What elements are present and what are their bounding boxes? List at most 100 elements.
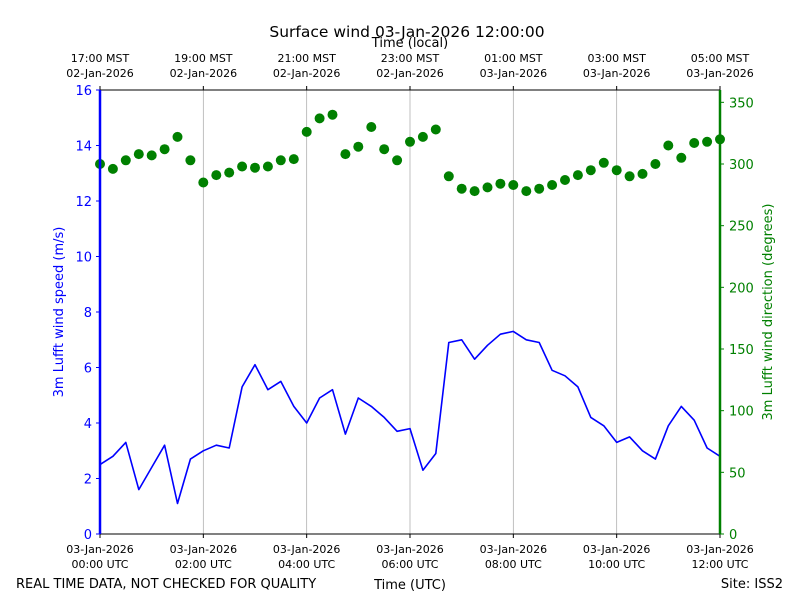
top-tick-date: 02-Jan-2026 [170,67,238,80]
bottom-tick-date: 03-Jan-2026 [170,543,238,556]
wind-direction-point [443,171,454,182]
left-tick-label: 0 [84,528,92,543]
chart-title: Surface wind 03-Jan-2026 12:00:00 [269,23,544,41]
wind-direction-point [224,167,235,178]
wind-direction-point [159,144,170,155]
wind-direction-point [340,149,351,160]
wind-direction-point [275,155,286,166]
wind-direction-point [585,165,596,176]
top-tick-date: 02-Jan-2026 [376,67,444,80]
bottom-axis-ticks: 03-Jan-2026 00:00 UTC 03-Jan-2026 02:00 UTC… [66,534,754,571]
wind-direction-point [689,138,700,148]
wind-direction-point [469,186,480,197]
top-tick-date: 03-Jan-2026 [686,67,754,80]
wind-direction-point [107,163,118,174]
right-tick-label: 250 [729,220,754,235]
left-tick-label: 8 [84,306,92,321]
top-axis-title: Time (local) [371,36,448,51]
top-tick-date: 02-Jan-2026 [273,67,341,80]
wind-direction-point [327,109,338,120]
wind-direction-point [185,155,196,166]
left-tick-label: 14 [75,140,92,155]
wind-direction-point [650,159,661,169]
wind-direction-point [392,155,403,166]
right-axis-ticks: 0 50 100 150 200 250 300 350 [720,96,754,543]
bottom-axis-label: Time (UTC) [373,578,446,593]
wind-direction-point [366,122,377,132]
left-tick-label: 2 [84,473,92,488]
left-tick-label: 12 [75,195,92,210]
top-tick-date: 03-Jan-2026 [480,67,548,80]
wind-direction-point [146,150,157,161]
bottom-tick-time: 12:00 UTC [691,558,748,571]
wind-direction-point [198,177,209,188]
wind-direction-point [237,161,248,172]
bottom-tick-date: 03-Jan-2026 [273,543,341,556]
wind-direction-point [172,131,183,142]
vertical-gridlines [202,90,618,534]
right-tick-label: 50 [729,466,746,481]
wind-direction-point [547,180,558,190]
wind-direction-point [456,183,467,194]
right-tick-label: 350 [729,96,754,111]
bottom-tick-date: 03-Jan-2026 [686,543,754,556]
right-tick-label: 300 [729,158,754,173]
wind-direction-point [676,152,687,163]
wind-direction-point [534,183,545,194]
left-tick-label: 4 [84,417,92,432]
bottom-tick-date: 03-Jan-2026 [480,543,548,556]
wind-direction-point [314,113,325,124]
wind-direction-point [405,136,415,147]
top-tick-date: 03-Jan-2026 [583,67,651,80]
wind-direction-point [120,155,131,166]
wind-direction-point [572,170,583,181]
wind-direction-point [430,124,441,135]
bottom-tick-date: 03-Jan-2026 [583,543,651,556]
wind-direction-point [624,171,635,182]
right-axis-label: 3m Lufft wind direction (degrees) [761,204,776,421]
right-tick-label: 0 [729,528,737,543]
wind-direction-point [508,180,519,190]
wind-direction-point [379,144,390,155]
top-tick-time: 21:00 MST [277,52,336,65]
right-tick-label: 200 [729,281,754,296]
top-tick-date: 02-Jan-2026 [66,67,134,80]
top-tick-time: 01:00 MST [484,52,543,65]
bottom-tick-time: 02:00 UTC [175,558,232,571]
left-axis-ticks: 0 2 4 6 8 10 12 14 16 [75,84,100,543]
top-tick-time: 03:00 MST [587,52,646,65]
wind-direction-point [637,168,648,179]
wind-direction-point [521,186,532,197]
top-tick-time: 23:00 MST [381,52,440,65]
wind-direction-point [482,182,493,193]
left-tick-label: 16 [75,84,92,99]
bottom-tick-time: 08:00 UTC [485,558,542,571]
right-tick-label: 150 [729,343,754,358]
left-tick-label: 6 [84,362,92,377]
top-tick-time: 19:00 MST [174,52,233,65]
top-tick-time: 17:00 MST [71,52,130,65]
wind-direction-point [417,131,428,142]
right-tick-label: 100 [729,405,754,420]
bottom-tick-time: 10:00 UTC [588,558,645,571]
top-tick-time: 05:00 MST [691,52,750,65]
wind-direction-point [663,140,674,151]
quality-note: REAL TIME DATA, NOT CHECKED FOR QUALITY [16,577,316,592]
wind-direction-point [211,170,222,181]
wind-speed-line [99,330,721,505]
bottom-tick-time: 00:00 UTC [71,558,128,571]
bottom-tick-time: 06:00 UTC [381,558,438,571]
wind-direction-point [262,161,273,172]
wind-direction-point [495,178,506,189]
wind-direction-point [560,175,570,185]
site-label: Site: ISS2 [721,577,783,592]
left-axis-label: 3m Lufft wind speed (m/s) [52,227,67,398]
bottom-tick-date: 03-Jan-2026 [66,543,134,556]
wind-direction-point [301,126,312,137]
left-tick-label: 10 [75,251,92,266]
wind-direction-point [702,136,713,147]
wind-direction-point [133,149,144,160]
wind-direction-point [598,157,609,168]
bottom-tick-date: 03-Jan-2026 [376,543,444,556]
